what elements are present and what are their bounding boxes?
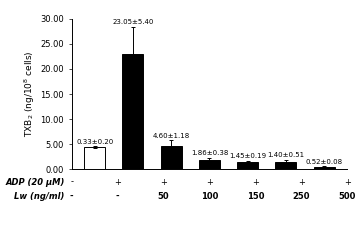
Text: 150: 150 bbox=[247, 192, 264, 201]
Bar bbox=[237, 162, 258, 169]
Text: 1.86±0.38: 1.86±0.38 bbox=[191, 150, 228, 157]
Text: 100: 100 bbox=[201, 192, 218, 201]
Text: +: + bbox=[252, 178, 259, 187]
Text: -: - bbox=[70, 178, 73, 187]
Text: 250: 250 bbox=[292, 192, 310, 201]
Bar bbox=[199, 160, 220, 169]
Bar bbox=[275, 162, 296, 169]
Text: Lw (ng/ml): Lw (ng/ml) bbox=[14, 192, 64, 201]
Text: 1.40±0.51: 1.40±0.51 bbox=[267, 152, 305, 158]
Text: +: + bbox=[206, 178, 213, 187]
Y-axis label: TXB$_2$ (ng/10$^8$ cells): TXB$_2$ (ng/10$^8$ cells) bbox=[23, 51, 38, 137]
Text: +: + bbox=[160, 178, 167, 187]
Bar bbox=[84, 148, 105, 169]
Text: +: + bbox=[114, 178, 121, 187]
Text: 0.33±0.20: 0.33±0.20 bbox=[76, 139, 113, 145]
Text: 0.52±0.08: 0.52±0.08 bbox=[306, 159, 343, 165]
Bar bbox=[314, 167, 335, 169]
Text: 50: 50 bbox=[158, 192, 169, 201]
Text: +: + bbox=[298, 178, 305, 187]
Text: ADP (20 μM): ADP (20 μM) bbox=[5, 178, 64, 187]
Bar bbox=[122, 54, 144, 169]
Text: 1.45±0.19: 1.45±0.19 bbox=[229, 153, 266, 160]
Text: -: - bbox=[70, 192, 73, 201]
Text: -: - bbox=[116, 192, 119, 201]
Bar bbox=[161, 146, 182, 169]
Text: 23.05±5.40: 23.05±5.40 bbox=[112, 19, 154, 25]
Text: +: + bbox=[344, 178, 351, 187]
Text: 500: 500 bbox=[339, 192, 356, 201]
Text: 4.60±1.18: 4.60±1.18 bbox=[153, 133, 190, 139]
